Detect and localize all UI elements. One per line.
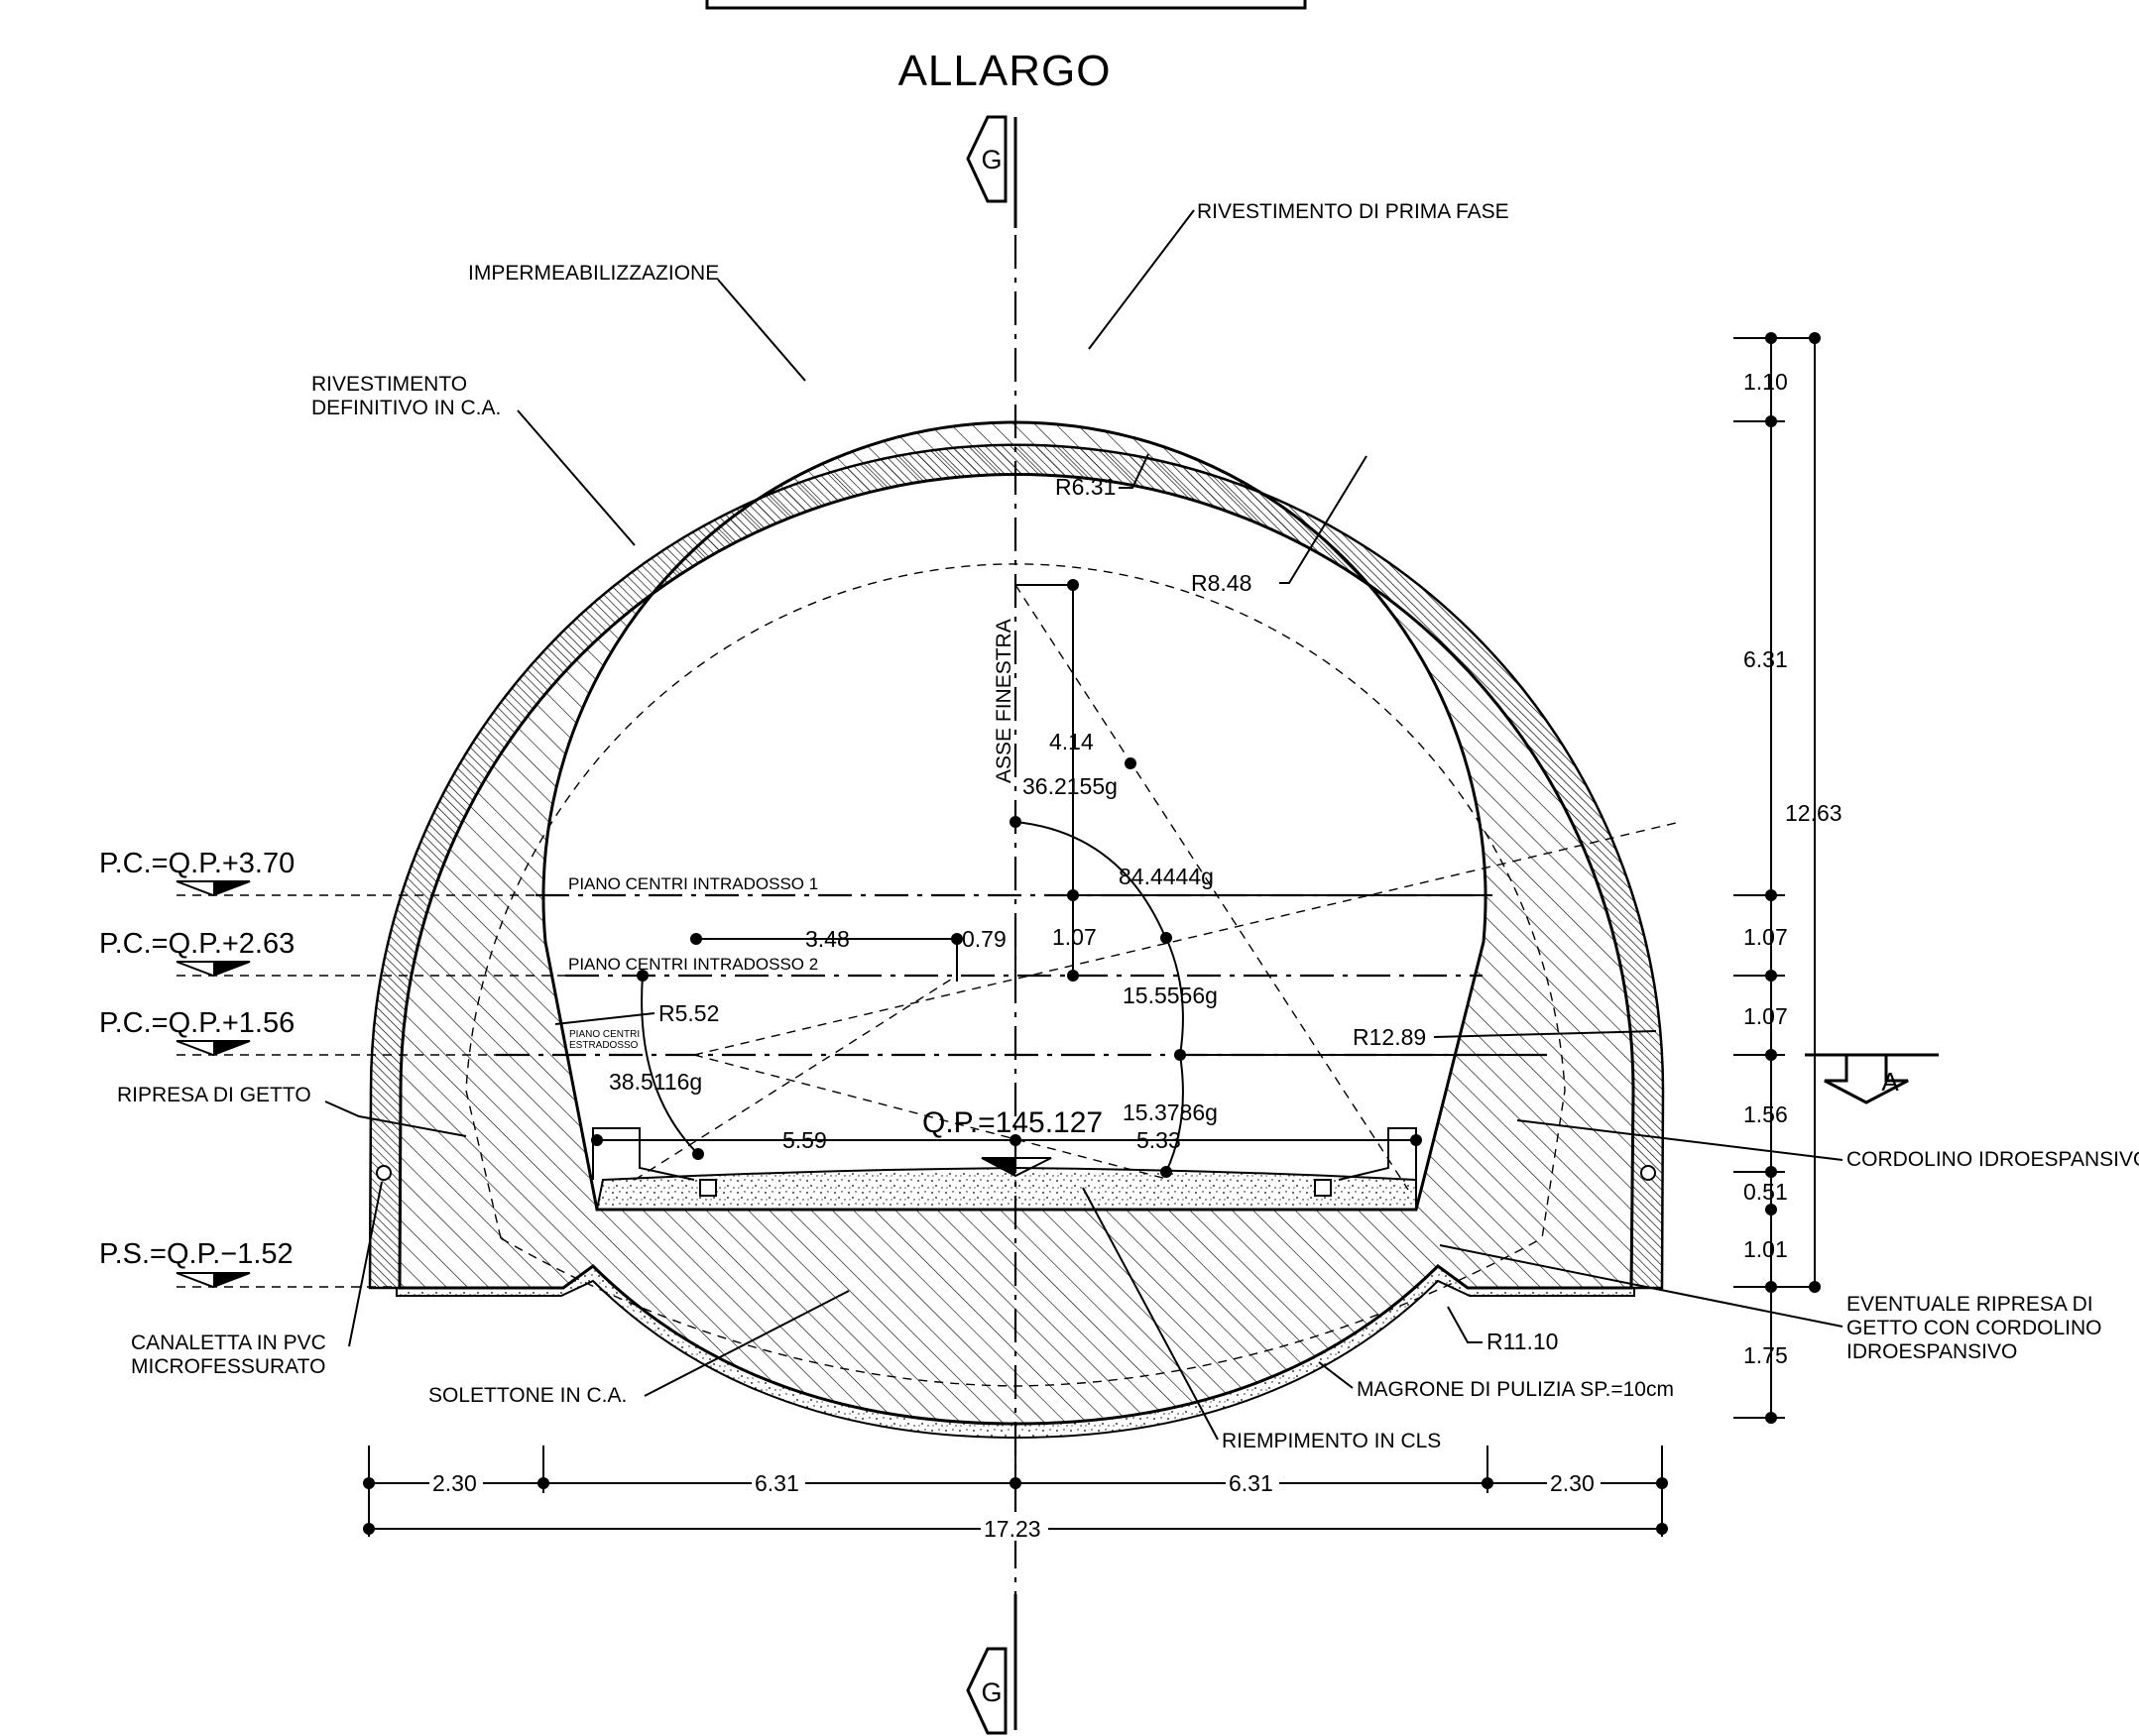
svg-text:6.31: 6.31 xyxy=(755,1470,799,1496)
label-cordolino: CORDOLINO IDROESPANSIVO xyxy=(1846,1148,2139,1171)
label-rivestimento-prima-fase: RIVESTIMENTO DI PRIMA FASE xyxy=(1197,200,1509,223)
inner-dimensions: 4.14 36.2155g 84.4444g 15.5556g 15.3786g… xyxy=(591,579,1547,1178)
right-dimension-chain: 1.10 6.31 12.63 1.07 1.07 1.56 0.51 1.01… xyxy=(1733,332,1842,1424)
level-pc-156: P.C.=Q.P.+1.56 xyxy=(99,1007,295,1039)
callouts: RIVESTIMENTO DI PRIMA FASE IMPERMEABILIZ… xyxy=(117,200,2139,1452)
right-canaletta-pipe xyxy=(1640,1165,1656,1181)
drawing-title: ALLARGO xyxy=(898,47,1112,95)
svg-text:2.30: 2.30 xyxy=(1550,1470,1595,1496)
section-marker-top: G xyxy=(966,115,1008,203)
radius-r1289: R12.89 xyxy=(1353,1024,1426,1050)
svg-text:6.31: 6.31 xyxy=(1229,1470,1273,1496)
angle-15-5: 15.5556g xyxy=(1123,983,1218,1008)
title-block-frame xyxy=(705,0,1307,10)
svg-text:MICROFESSURATO: MICROFESSURATO xyxy=(131,1355,325,1378)
label-riempimento: RIEMPIMENTO IN CLS xyxy=(1222,1430,1441,1452)
svg-text:1.56: 1.56 xyxy=(1743,1101,1788,1127)
svg-text:3.48: 3.48 xyxy=(805,926,850,952)
angle-84: 84.4444g xyxy=(1119,864,1214,889)
section-marker-bottom: G xyxy=(966,1647,1008,1735)
svg-text:0.51: 0.51 xyxy=(1743,1179,1788,1205)
svg-text:0.79: 0.79 xyxy=(962,926,1007,952)
label-canaletta: CANALETTA IN PVC xyxy=(131,1331,326,1354)
radius-r631: R6.31 xyxy=(1055,474,1116,500)
label-magrone: MAGRONE DI PULIZIA SP.=10cm xyxy=(1357,1378,1674,1401)
label-rivestimento-definitivo: RIVESTIMENTO xyxy=(311,373,467,396)
svg-text:1.10: 1.10 xyxy=(1743,369,1788,395)
label-impermeabilizzazione: IMPERMEABILIZZAZIONE xyxy=(468,262,719,285)
angle-36: 36.2155g xyxy=(1022,773,1118,799)
svg-text:ESTRADOSSO: ESTRADOSSO xyxy=(569,1040,639,1051)
radius-r848: R8.48 xyxy=(1191,570,1251,596)
angle-15-3: 15.3786g xyxy=(1123,1099,1218,1125)
svg-text:A: A xyxy=(1881,1067,1899,1097)
left-canaletta-pipe xyxy=(376,1165,392,1181)
svg-text:1.07: 1.07 xyxy=(1743,1003,1788,1029)
angle-38: 38.5116g xyxy=(609,1069,702,1095)
section-marker-right: A xyxy=(1824,1055,1909,1104)
svg-text:1.07: 1.07 xyxy=(1052,924,1097,950)
radius-annotations: R6.31 R8.48 R5.52 R12.89 R11.10 xyxy=(554,453,1657,1354)
svg-text:5.59: 5.59 xyxy=(782,1127,827,1153)
svg-text:GETTO CON CORDOLINO: GETTO CON CORDOLINO xyxy=(1846,1317,2101,1339)
level-pc-263: P.C.=Q.P.+2.63 xyxy=(99,928,295,960)
level-ps-152: P.S.=Q.P.−1.52 xyxy=(99,1238,294,1270)
radius-r1110: R11.10 xyxy=(1486,1329,1558,1354)
label-asse-finestra: ASSE FINESTRA xyxy=(993,619,1015,783)
svg-text:2.30: 2.30 xyxy=(432,1470,477,1496)
svg-text:17.23: 17.23 xyxy=(984,1516,1041,1542)
radius-r552: R5.52 xyxy=(658,1000,719,1026)
svg-text:5.33: 5.33 xyxy=(1136,1127,1181,1153)
svg-text:1.75: 1.75 xyxy=(1743,1342,1788,1368)
label-piano-centri-1: PIANO CENTRI INTRADOSSO 1 xyxy=(568,874,818,893)
svg-text:1.01: 1.01 xyxy=(1743,1236,1788,1262)
svg-text:IDROESPANSIVO: IDROESPANSIVO xyxy=(1846,1340,2017,1363)
svg-text:DEFINITIVO IN C.A.: DEFINITIVO IN C.A. xyxy=(311,397,501,419)
svg-text:G: G xyxy=(981,145,1002,174)
level-pc-370: P.C.=Q.P.+3.70 xyxy=(99,848,295,879)
right-sidewalk xyxy=(1338,1127,1417,1181)
label-ripresa-di-getto: RIPRESA DI GETTO xyxy=(117,1084,311,1106)
magrone-layer xyxy=(396,1264,1635,1440)
left-sidewalk xyxy=(592,1127,695,1181)
svg-text:1.07: 1.07 xyxy=(1743,924,1788,950)
label-solettone: SOLETTONE IN C.A. xyxy=(428,1384,627,1407)
label-piano-centri-2: PIANO CENTRI INTRADOSSO 2 xyxy=(568,955,818,974)
riempimento-fill xyxy=(595,1166,1417,1211)
bottom-dimension-chain: 2.30 6.31 6.31 2.30 17.23 xyxy=(363,1446,1668,1542)
svg-text:12.63: 12.63 xyxy=(1785,800,1842,826)
right-drain-slot xyxy=(1314,1179,1332,1197)
left-drain-slot xyxy=(699,1179,717,1197)
level-markers: P.C.=Q.P.+3.70 P.C.=Q.P.+2.63 P.C.=Q.P.+… xyxy=(99,848,295,1289)
qp-label: Q.P.=145.127 xyxy=(922,1106,1103,1139)
svg-text:6.31: 6.31 xyxy=(1743,646,1788,672)
svg-text:4.14: 4.14 xyxy=(1049,729,1094,754)
label-eventuale-ripresa: EVENTUALE RIPRESA DI xyxy=(1846,1293,2093,1316)
label-piano-centri-estradosso: PIANO CENTRI xyxy=(569,1029,640,1040)
svg-text:G: G xyxy=(981,1678,1002,1707)
